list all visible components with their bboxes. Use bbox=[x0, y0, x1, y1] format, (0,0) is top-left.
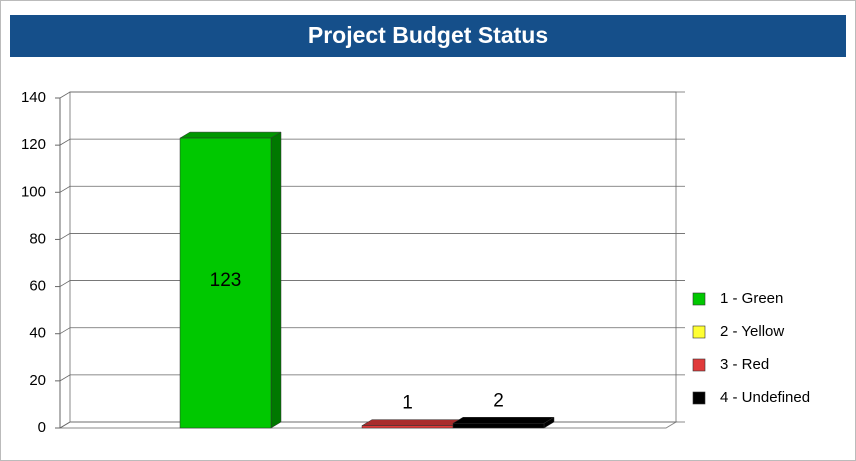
y-tick-label: 40 bbox=[29, 325, 46, 342]
legend-swatch bbox=[692, 292, 706, 306]
bar-top bbox=[361, 419, 464, 426]
y-tick-label: 60 bbox=[29, 278, 46, 295]
data-label: 1 bbox=[402, 393, 413, 414]
legend-swatch bbox=[692, 391, 706, 405]
legend-label: 4 - Undefined bbox=[720, 389, 810, 406]
bar-front bbox=[361, 425, 454, 429]
y-tick-label: 120 bbox=[21, 136, 46, 153]
grid-line bbox=[59, 280, 685, 287]
y-tick-label: 140 bbox=[21, 89, 46, 106]
grid-line bbox=[59, 374, 685, 382]
data-label: 2 bbox=[493, 390, 504, 411]
bar-front bbox=[452, 423, 545, 429]
bar-front bbox=[179, 137, 272, 429]
title-bar bbox=[10, 15, 846, 57]
bar-top bbox=[179, 131, 282, 139]
bar-top bbox=[452, 417, 555, 424]
legend-label: 2 - Yellow bbox=[720, 323, 784, 340]
bar-side bbox=[270, 131, 282, 429]
bar bbox=[361, 419, 464, 429]
legend-swatch bbox=[692, 325, 706, 339]
grid-line bbox=[59, 233, 685, 240]
legend-label: 1 - Green bbox=[720, 290, 783, 307]
y-tick-label: 100 bbox=[21, 183, 46, 200]
legend-swatch bbox=[692, 358, 706, 372]
grid-line bbox=[59, 327, 685, 335]
grid-line bbox=[59, 91, 685, 99]
data-label: 123 bbox=[210, 270, 242, 291]
y-tick-label: 20 bbox=[29, 372, 46, 389]
legend-label: 3 - Red bbox=[720, 356, 769, 373]
grid-line bbox=[59, 185, 685, 193]
bar bbox=[179, 131, 282, 429]
grid-line bbox=[59, 138, 685, 146]
y-tick-label: 0 bbox=[38, 419, 46, 436]
y-tick-label: 80 bbox=[29, 230, 46, 247]
chart-title: Project Budget Status bbox=[308, 22, 548, 48]
bar bbox=[452, 416, 555, 429]
